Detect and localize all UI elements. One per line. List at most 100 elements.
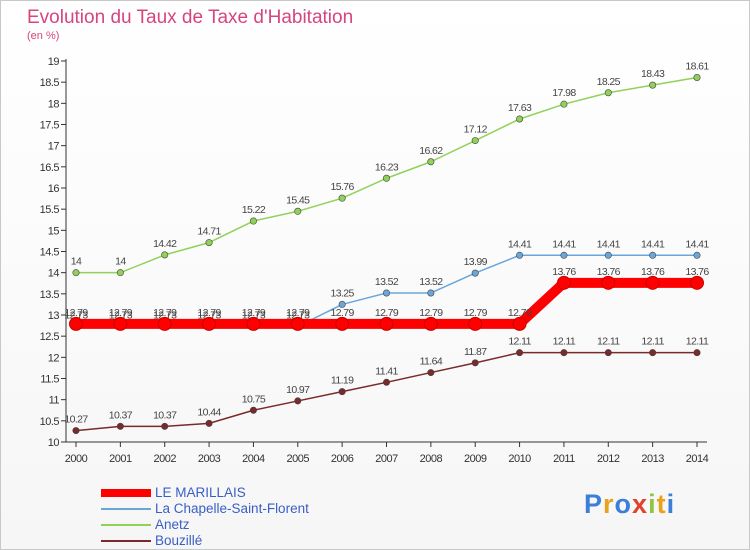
y-tick-label: 17.5	[40, 120, 60, 132]
logo-letter: t	[656, 489, 667, 519]
data-point-le-marillais	[157, 316, 172, 331]
data-label-bouzill: 12.11	[553, 336, 576, 348]
data-label-le-marillais: 12.79	[242, 307, 266, 319]
data-point-bouzill	[649, 349, 657, 357]
data-label-la-chapelle-saint-florent: 12.73	[197, 309, 221, 321]
data-point-bouzill	[72, 427, 80, 435]
data-label-anetz: 14	[115, 256, 126, 268]
data-point-bouzill	[604, 349, 612, 357]
data-point-la-chapelle-saint-florent	[516, 251, 524, 259]
x-tick-label: 2007	[375, 453, 398, 465]
data-label-le-marillais: 12.79	[64, 307, 88, 319]
data-label-le-marillais: 13.76	[597, 266, 621, 278]
data-label-anetz: 14.71	[197, 226, 221, 238]
data-label-bouzill: 10.44	[197, 406, 221, 418]
data-label-anetz: 15.76	[331, 181, 355, 193]
data-point-le-marillais	[512, 316, 527, 331]
data-label-la-chapelle-saint-florent: 12.73	[109, 309, 133, 321]
data-label-bouzill: 10.37	[109, 409, 133, 421]
data-label-anetz: 18.25	[597, 76, 621, 88]
logo-letter: o	[614, 489, 633, 519]
logo-letter: P	[584, 489, 604, 519]
data-label-anetz: 14.42	[153, 238, 177, 250]
data-label-le-marillais: 12.79	[109, 307, 133, 319]
data-point-bouzill	[249, 406, 257, 414]
data-label-la-chapelle-saint-florent: 12.73	[286, 309, 310, 321]
data-point-la-chapelle-saint-florent	[649, 251, 657, 259]
proxiti-logo: Proxiti	[584, 489, 675, 520]
data-label-bouzill: 12.11	[597, 336, 620, 348]
y-tick-label: 15.5	[40, 204, 60, 216]
data-point-le-marillais	[423, 316, 438, 331]
data-point-le-marillais	[690, 275, 704, 290]
x-tick-label: 2004	[242, 453, 265, 465]
y-tick-label: 16.5	[40, 162, 60, 174]
x-tick-label: 2000	[65, 453, 88, 465]
y-tick-label: 19	[48, 56, 60, 68]
chart-subtitle: (en %)	[27, 30, 60, 42]
data-point-anetz	[205, 239, 213, 247]
data-point-anetz	[338, 194, 346, 202]
data-label-la-chapelle-saint-florent: 13.52	[419, 276, 443, 288]
data-point-la-chapelle-saint-florent	[604, 251, 612, 259]
y-tick-label: 10	[48, 437, 60, 449]
data-label-bouzill: 12.11	[508, 336, 531, 348]
x-tick-label: 2008	[420, 453, 443, 465]
data-point-bouzill	[693, 349, 701, 357]
data-point-le-marillais	[601, 275, 616, 290]
data-point-bouzill	[294, 397, 302, 405]
legend-label-le-marillais: LE MARILLAIS	[155, 485, 246, 500]
data-label-anetz: 14	[71, 256, 82, 268]
data-label-la-chapelle-saint-florent: 13.25	[331, 287, 355, 299]
data-label-le-marillais: 13.76	[685, 266, 709, 278]
data-point-anetz	[161, 251, 169, 259]
x-tick-label: 2012	[597, 453, 620, 465]
data-label-anetz: 15.45	[286, 194, 310, 206]
data-label-la-chapelle-saint-florent: 14.41	[685, 238, 709, 250]
data-point-bouzill	[382, 378, 390, 386]
x-tick-label: 2006	[331, 453, 354, 465]
data-point-la-chapelle-saint-florent	[560, 251, 568, 259]
data-label-bouzill: 12.11	[686, 336, 709, 348]
y-tick-label: 10.5	[40, 416, 60, 428]
x-tick-label: 2005	[287, 453, 310, 465]
x-tick-label: 2001	[109, 453, 132, 465]
logo-letter: i	[648, 489, 657, 519]
data-label-la-chapelle-saint-florent: 14.41	[552, 238, 576, 250]
data-label-anetz: 16.23	[375, 161, 399, 173]
data-label-bouzill: 10.37	[153, 409, 177, 421]
data-label-la-chapelle-saint-florent: 13.99	[464, 256, 488, 268]
data-point-bouzill	[116, 422, 124, 430]
y-tick-label: 18	[48, 98, 60, 110]
data-label-anetz: 18.43	[641, 68, 665, 80]
y-tick-label: 14.5	[40, 247, 60, 259]
y-tick-label: 12	[48, 352, 60, 364]
data-point-anetz	[560, 100, 568, 108]
data-label-bouzill: 11.41	[375, 365, 398, 377]
data-label-bouzill: 11.19	[331, 375, 354, 387]
x-tick-label: 2003	[198, 453, 221, 465]
legend-swatch-anetz	[101, 524, 151, 526]
data-point-anetz	[72, 269, 80, 277]
data-label-le-marillais: 12.79	[153, 307, 177, 319]
y-tick-label: 12.5	[40, 331, 60, 343]
y-tick-label: 14	[48, 268, 60, 280]
data-point-anetz	[604, 89, 612, 97]
data-label-le-marillais: 12.79	[197, 307, 221, 319]
logo-letter: x	[632, 489, 649, 519]
data-label-la-chapelle-saint-florent: 12.73	[153, 309, 177, 321]
logo-letter: i	[666, 489, 676, 519]
y-tick-label: 18.5	[40, 77, 60, 89]
x-tick-label: 2002	[153, 453, 176, 465]
y-tick-label: 15	[48, 225, 60, 237]
data-point-bouzill	[471, 359, 479, 367]
data-label-bouzill: 11.87	[464, 346, 487, 358]
data-point-le-marillais	[468, 316, 483, 331]
data-point-le-marillais	[335, 316, 350, 331]
data-point-le-marillais	[69, 316, 83, 331]
data-label-le-marillais: 13.76	[552, 266, 576, 278]
x-tick-label: 2014	[686, 453, 709, 465]
data-label-anetz: 17.98	[552, 87, 576, 99]
data-point-anetz	[249, 217, 257, 225]
data-point-le-marillais	[645, 275, 660, 290]
